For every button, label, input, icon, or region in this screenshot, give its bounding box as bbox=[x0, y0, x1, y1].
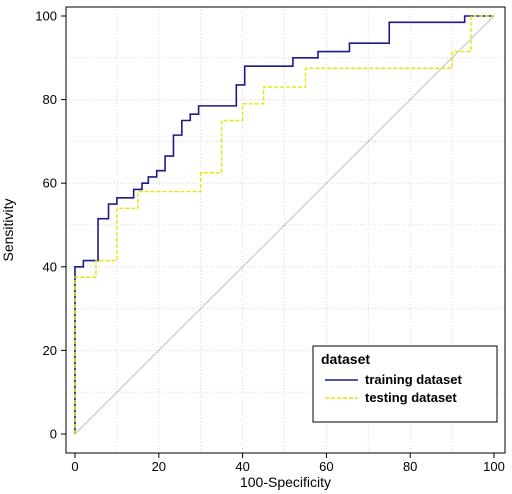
grid-lines bbox=[66, 7, 505, 453]
x-tick-label: 100 bbox=[483, 459, 505, 474]
y-tick-label: 100 bbox=[35, 9, 57, 24]
y-tick-label: 20 bbox=[43, 343, 57, 358]
y-tick-label: 40 bbox=[43, 259, 57, 274]
legend-label: training dataset bbox=[365, 372, 462, 387]
y-tick-label: 0 bbox=[50, 427, 57, 442]
axis-ticks: 0 20 40 60 80 100 0 20 40 60 80 100 bbox=[35, 9, 505, 475]
x-tick-label: 60 bbox=[319, 459, 333, 474]
legend-items: training dataset testing dataset bbox=[325, 372, 462, 405]
series-layer bbox=[74, 15, 494, 434]
y-tick-label: 80 bbox=[43, 92, 57, 107]
x-tick-label: 20 bbox=[152, 459, 166, 474]
x-axis-title: 100-Specificity bbox=[240, 474, 331, 490]
legend-label: testing dataset bbox=[365, 390, 457, 405]
y-axis-title: Sensitivity bbox=[0, 198, 16, 261]
legend: dataset training dataset testing dataset bbox=[312, 345, 498, 423]
x-tick-label: 40 bbox=[235, 459, 249, 474]
legend-title: dataset bbox=[321, 351, 370, 367]
y-tick-label: 60 bbox=[43, 176, 57, 191]
x-tick-label: 0 bbox=[71, 459, 78, 474]
plot-border bbox=[65, 6, 506, 454]
series-line bbox=[74, 15, 494, 434]
legend-box bbox=[312, 345, 498, 423]
x-tick-label: 80 bbox=[403, 459, 417, 474]
reference-diagonal-line bbox=[74, 15, 495, 435]
